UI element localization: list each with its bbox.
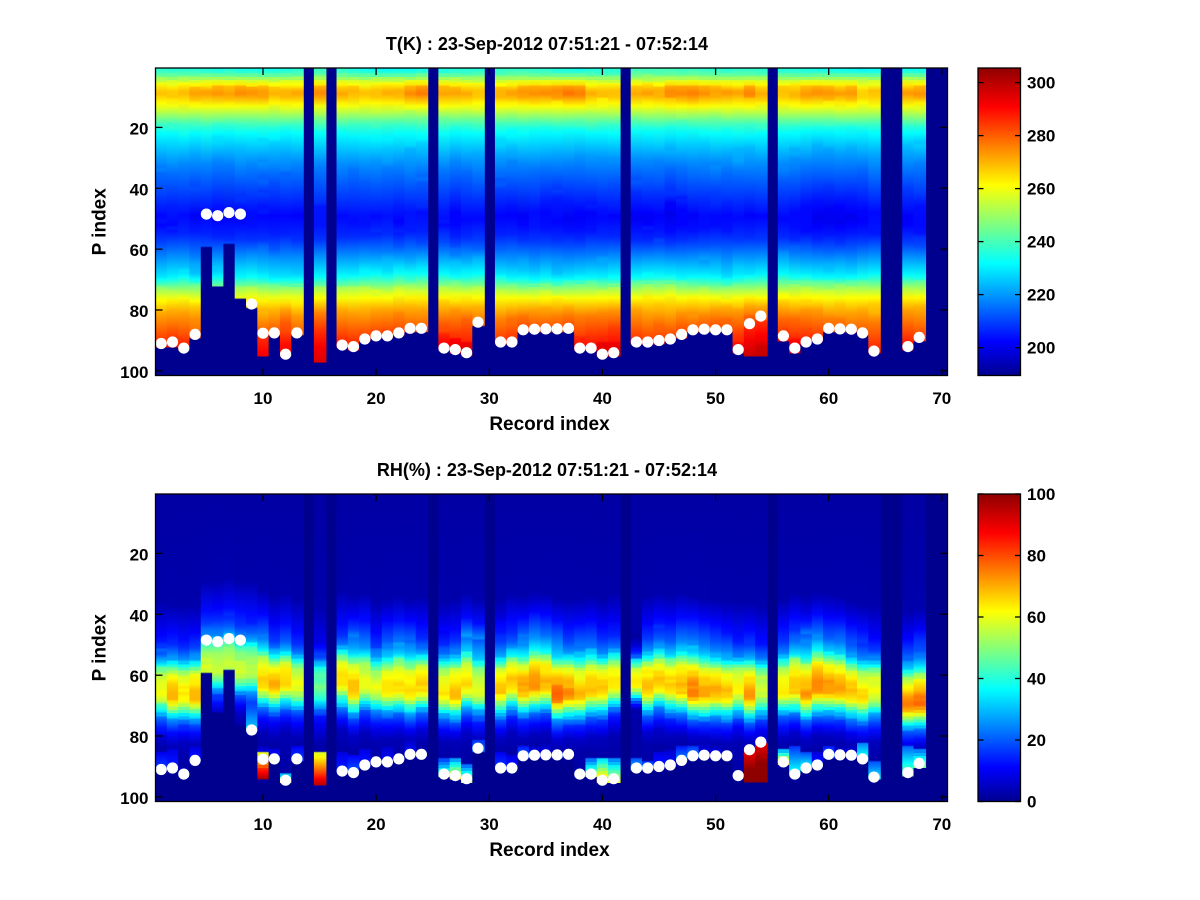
svg-text:300: 300 [1027,74,1055,93]
svg-text:260: 260 [1027,180,1055,199]
svg-text:10: 10 [254,815,273,834]
svg-text:60: 60 [819,389,838,408]
svg-text:220: 220 [1027,286,1055,305]
svg-text:0: 0 [1027,793,1036,812]
svg-text:40: 40 [130,606,149,625]
svg-text:100: 100 [1027,485,1055,504]
svg-text:40: 40 [593,389,612,408]
svg-text:100: 100 [120,363,148,382]
svg-text:20: 20 [130,119,149,138]
svg-text:40: 40 [593,815,612,834]
svg-text:70: 70 [932,389,951,408]
svg-text:200: 200 [1027,339,1055,358]
svg-text:Record index: Record index [489,840,610,861]
svg-text:280: 280 [1027,127,1055,146]
svg-text:70: 70 [932,815,951,834]
svg-text:40: 40 [130,180,149,199]
svg-text:50: 50 [706,815,725,834]
svg-text:50: 50 [706,389,725,408]
svg-text:240: 240 [1027,233,1055,252]
svg-text:P index: P index [90,614,111,682]
svg-text:RH(%) : 23-Sep-2012 07:51:21 -: RH(%) : 23-Sep-2012 07:51:21 - 07:52:14 [377,460,717,480]
svg-text:30: 30 [480,815,499,834]
svg-text:80: 80 [130,728,149,747]
svg-text:30: 30 [480,389,499,408]
svg-text:P index: P index [90,188,111,256]
svg-text:20: 20 [367,389,386,408]
svg-text:60: 60 [819,815,838,834]
svg-text:10: 10 [254,389,273,408]
svg-text:20: 20 [130,545,149,564]
svg-text:100: 100 [120,789,148,808]
svg-text:Record index: Record index [489,414,610,435]
svg-text:T(K) : 23-Sep-2012 07:51:21 -: T(K) : 23-Sep-2012 07:51:21 - 07:52:14 [386,34,708,54]
svg-text:80: 80 [130,302,149,321]
svg-text:80: 80 [1027,547,1046,566]
svg-text:40: 40 [1027,670,1046,689]
svg-text:60: 60 [130,667,149,686]
svg-text:60: 60 [1027,608,1046,627]
svg-text:60: 60 [130,241,149,260]
svg-text:20: 20 [367,815,386,834]
svg-text:20: 20 [1027,731,1046,750]
